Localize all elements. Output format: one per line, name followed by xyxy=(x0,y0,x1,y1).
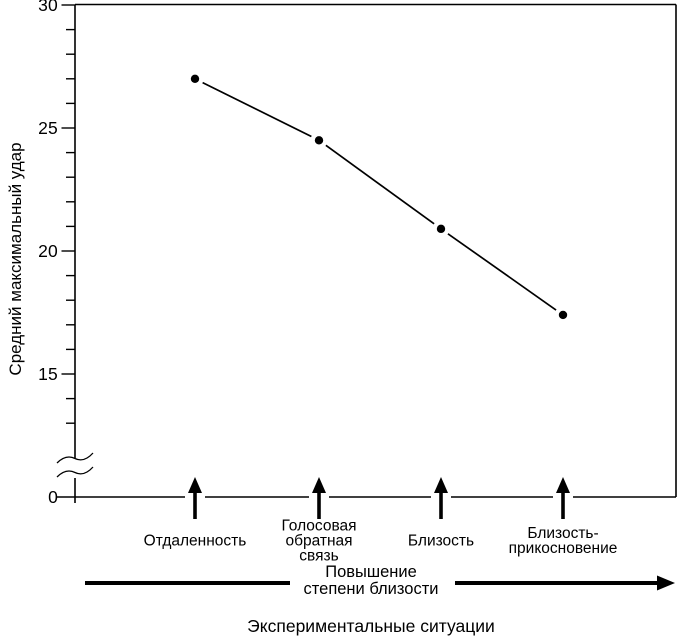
y-tick-label-15: 15 xyxy=(38,363,58,384)
data-point xyxy=(436,224,446,234)
category-label-line: Близость xyxy=(407,532,475,550)
category-up-arrow-head xyxy=(556,477,570,493)
trend-arrow-head xyxy=(657,575,675,591)
x-axis-title: Экспериментальные ситуации xyxy=(247,616,495,636)
data-point xyxy=(190,74,200,84)
category-label-line: прикосновение xyxy=(508,540,618,557)
category-label-3: Близость xyxy=(407,532,475,550)
y-tick-label-30: 30 xyxy=(38,0,58,15)
trend-caption-line1: Повышение xyxy=(325,563,417,581)
y-tick-label-0: 0 xyxy=(48,486,58,507)
category-label-1: Отдаленность xyxy=(143,532,247,550)
category-label-4: Близость-прикосновение xyxy=(508,525,618,557)
category-label-2: Голосовая обратная связь xyxy=(281,517,357,565)
data-point xyxy=(558,310,568,320)
category-up-arrow-head xyxy=(188,477,202,493)
category-label-line: обратная xyxy=(285,532,353,550)
trend-caption-line2: степени близости xyxy=(303,579,439,598)
y-axis-title: Средний максимальный удар xyxy=(6,142,25,376)
data-line-segment xyxy=(325,144,435,225)
category-up-arrow-head xyxy=(312,477,326,493)
y-tick-label-20: 20 xyxy=(38,240,58,261)
category-label-line: Голосовая xyxy=(281,517,357,535)
trend-arrow-caption: Повышение степени близости xyxy=(304,564,439,597)
y-tick-label-25: 25 xyxy=(38,117,58,138)
category-up-arrow-head xyxy=(434,477,448,493)
data-line-segment xyxy=(447,233,557,311)
axis-break-mark-1 xyxy=(56,452,94,464)
category-label-line: Отдаленность xyxy=(143,532,247,550)
data-point xyxy=(314,136,324,145)
axis-break-mark-2 xyxy=(56,466,94,478)
category-label-line: Близость- xyxy=(527,525,599,542)
category-label-line: связь xyxy=(299,547,339,565)
data-line-segment xyxy=(202,81,312,138)
